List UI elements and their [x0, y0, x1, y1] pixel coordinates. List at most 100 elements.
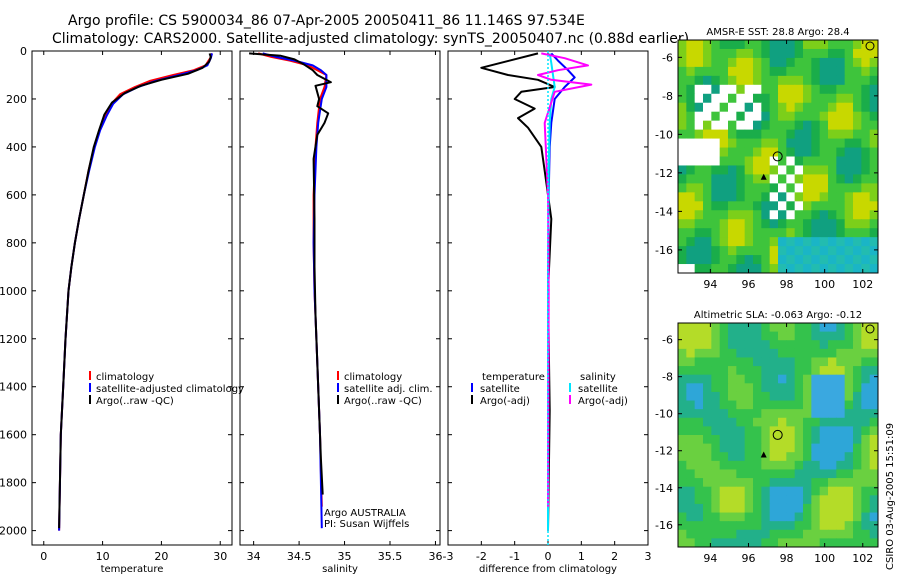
sst-map-cell	[728, 192, 737, 202]
sla-map-cell	[753, 486, 762, 496]
sla-map-cell	[819, 348, 829, 358]
sst-map-cell	[803, 183, 812, 193]
sst-map-cell	[794, 237, 804, 247]
sla-map-cell	[803, 417, 812, 427]
temperature-series-2	[58, 53, 212, 529]
title-line-1: Argo profile: CS 5900034_86 07-Apr-2005 …	[68, 13, 585, 29]
sst-map-cell	[719, 57, 729, 68]
sst-map-cell	[786, 40, 796, 50]
sst-map-cell	[836, 93, 846, 104]
sst-map-cell	[844, 219, 854, 229]
sst-map-cell	[778, 183, 787, 193]
sst-map-cell	[703, 48, 712, 59]
salinity-xtick-label: 35	[338, 550, 352, 563]
sst-map-cell	[753, 75, 762, 86]
sst-map-cell	[769, 165, 779, 175]
sla-map-cell	[869, 391, 879, 402]
sla-map-cell	[761, 503, 771, 514]
sla-map-cell	[853, 374, 862, 384]
sla-map-cell	[861, 529, 871, 539]
sla-map-cell	[803, 391, 812, 402]
sla-map-cell	[786, 383, 796, 393]
sst-map-cell	[861, 210, 871, 220]
sla-map-cell	[686, 383, 696, 393]
sst-map-cell	[803, 120, 812, 131]
sla-map-cell	[836, 331, 846, 341]
sla-map-cell	[828, 452, 837, 462]
sst-map-cell	[769, 66, 779, 77]
sla-map-cell	[828, 417, 837, 427]
sla-map-cell	[844, 503, 854, 514]
sst-map-cell	[728, 75, 737, 86]
sla-map-cell	[844, 495, 854, 505]
sla-map-cell	[803, 400, 812, 410]
sst-map-cell	[769, 255, 779, 265]
sla-map-cell	[794, 512, 804, 522]
sst-map-cell	[711, 138, 721, 149]
sst-map-cell	[853, 147, 862, 157]
sst-map-cell	[678, 147, 687, 157]
sla-map-cell	[778, 426, 787, 436]
sst-map-ytick-label: -10	[655, 128, 673, 141]
sla-map-cell	[811, 460, 821, 470]
sst-map-cell	[719, 129, 729, 140]
sla-map-cell	[678, 426, 687, 436]
sst-map-cell	[844, 228, 854, 238]
sla-map-cell	[711, 383, 721, 393]
sst-map-cell	[686, 201, 696, 211]
sla-map-cell	[753, 435, 762, 445]
sst-map-cell	[869, 219, 879, 229]
sst-map-cell	[861, 228, 871, 238]
sst-map-cell	[753, 111, 762, 122]
sla-map-cell	[811, 374, 821, 384]
sla-map-cell	[686, 452, 696, 462]
sla-map-cell	[786, 400, 796, 410]
sst-map-cell	[744, 40, 754, 50]
sst-map-cell	[719, 156, 729, 166]
sst-map-cell	[736, 129, 746, 140]
sla-map-cell	[836, 409, 846, 419]
sla-map-cell	[711, 538, 721, 548]
sla-map-cell	[686, 417, 696, 427]
sla-map-cell	[686, 486, 696, 496]
sla-map-cell	[836, 443, 846, 453]
sla-map-cell	[753, 478, 762, 488]
sla-map-cell	[844, 435, 854, 445]
sst-map-cell	[844, 102, 854, 113]
sst-map-cell	[819, 57, 829, 68]
sla-map-cell	[694, 435, 704, 445]
sst-map-cell	[844, 192, 854, 202]
sst-map-cell	[736, 57, 746, 68]
sla-map-cell	[811, 357, 821, 367]
sla-map-cell	[778, 529, 787, 539]
sst-map-cell	[694, 48, 704, 59]
sst-map-cell	[753, 264, 762, 274]
sla-map-cell	[753, 374, 762, 384]
sla-map-cell	[869, 435, 879, 445]
sst-map-cell	[803, 165, 812, 175]
sla-map-cell	[728, 512, 737, 522]
sst-map-cell	[786, 255, 796, 265]
sst-map-cell	[836, 219, 846, 229]
sla-map-cell	[794, 443, 804, 453]
sst-map-cell	[794, 183, 804, 193]
temperature-ytick-label: 1200	[0, 333, 27, 346]
sla-map-cell	[844, 512, 854, 522]
sla-map-cell	[869, 331, 879, 341]
sst-map-cell	[853, 219, 862, 229]
sla-map-cell	[836, 538, 846, 548]
sst-map-cell	[686, 156, 696, 166]
sst-map-xtick-label: 102	[852, 278, 873, 291]
sla-map-cell	[861, 435, 871, 445]
temperature-series-0	[58, 53, 213, 531]
sst-map-cell	[736, 210, 746, 220]
sla-map-cell	[853, 503, 862, 514]
sla-map-cell	[794, 435, 804, 445]
sla-map-cell	[753, 383, 762, 393]
sst-map-cell	[744, 228, 754, 238]
sla-map-cell	[803, 340, 812, 350]
sst-map-cell	[794, 246, 804, 256]
sla-map-cell	[769, 391, 779, 402]
sst-map-cell	[811, 237, 821, 247]
sst-map-cell	[778, 147, 787, 157]
